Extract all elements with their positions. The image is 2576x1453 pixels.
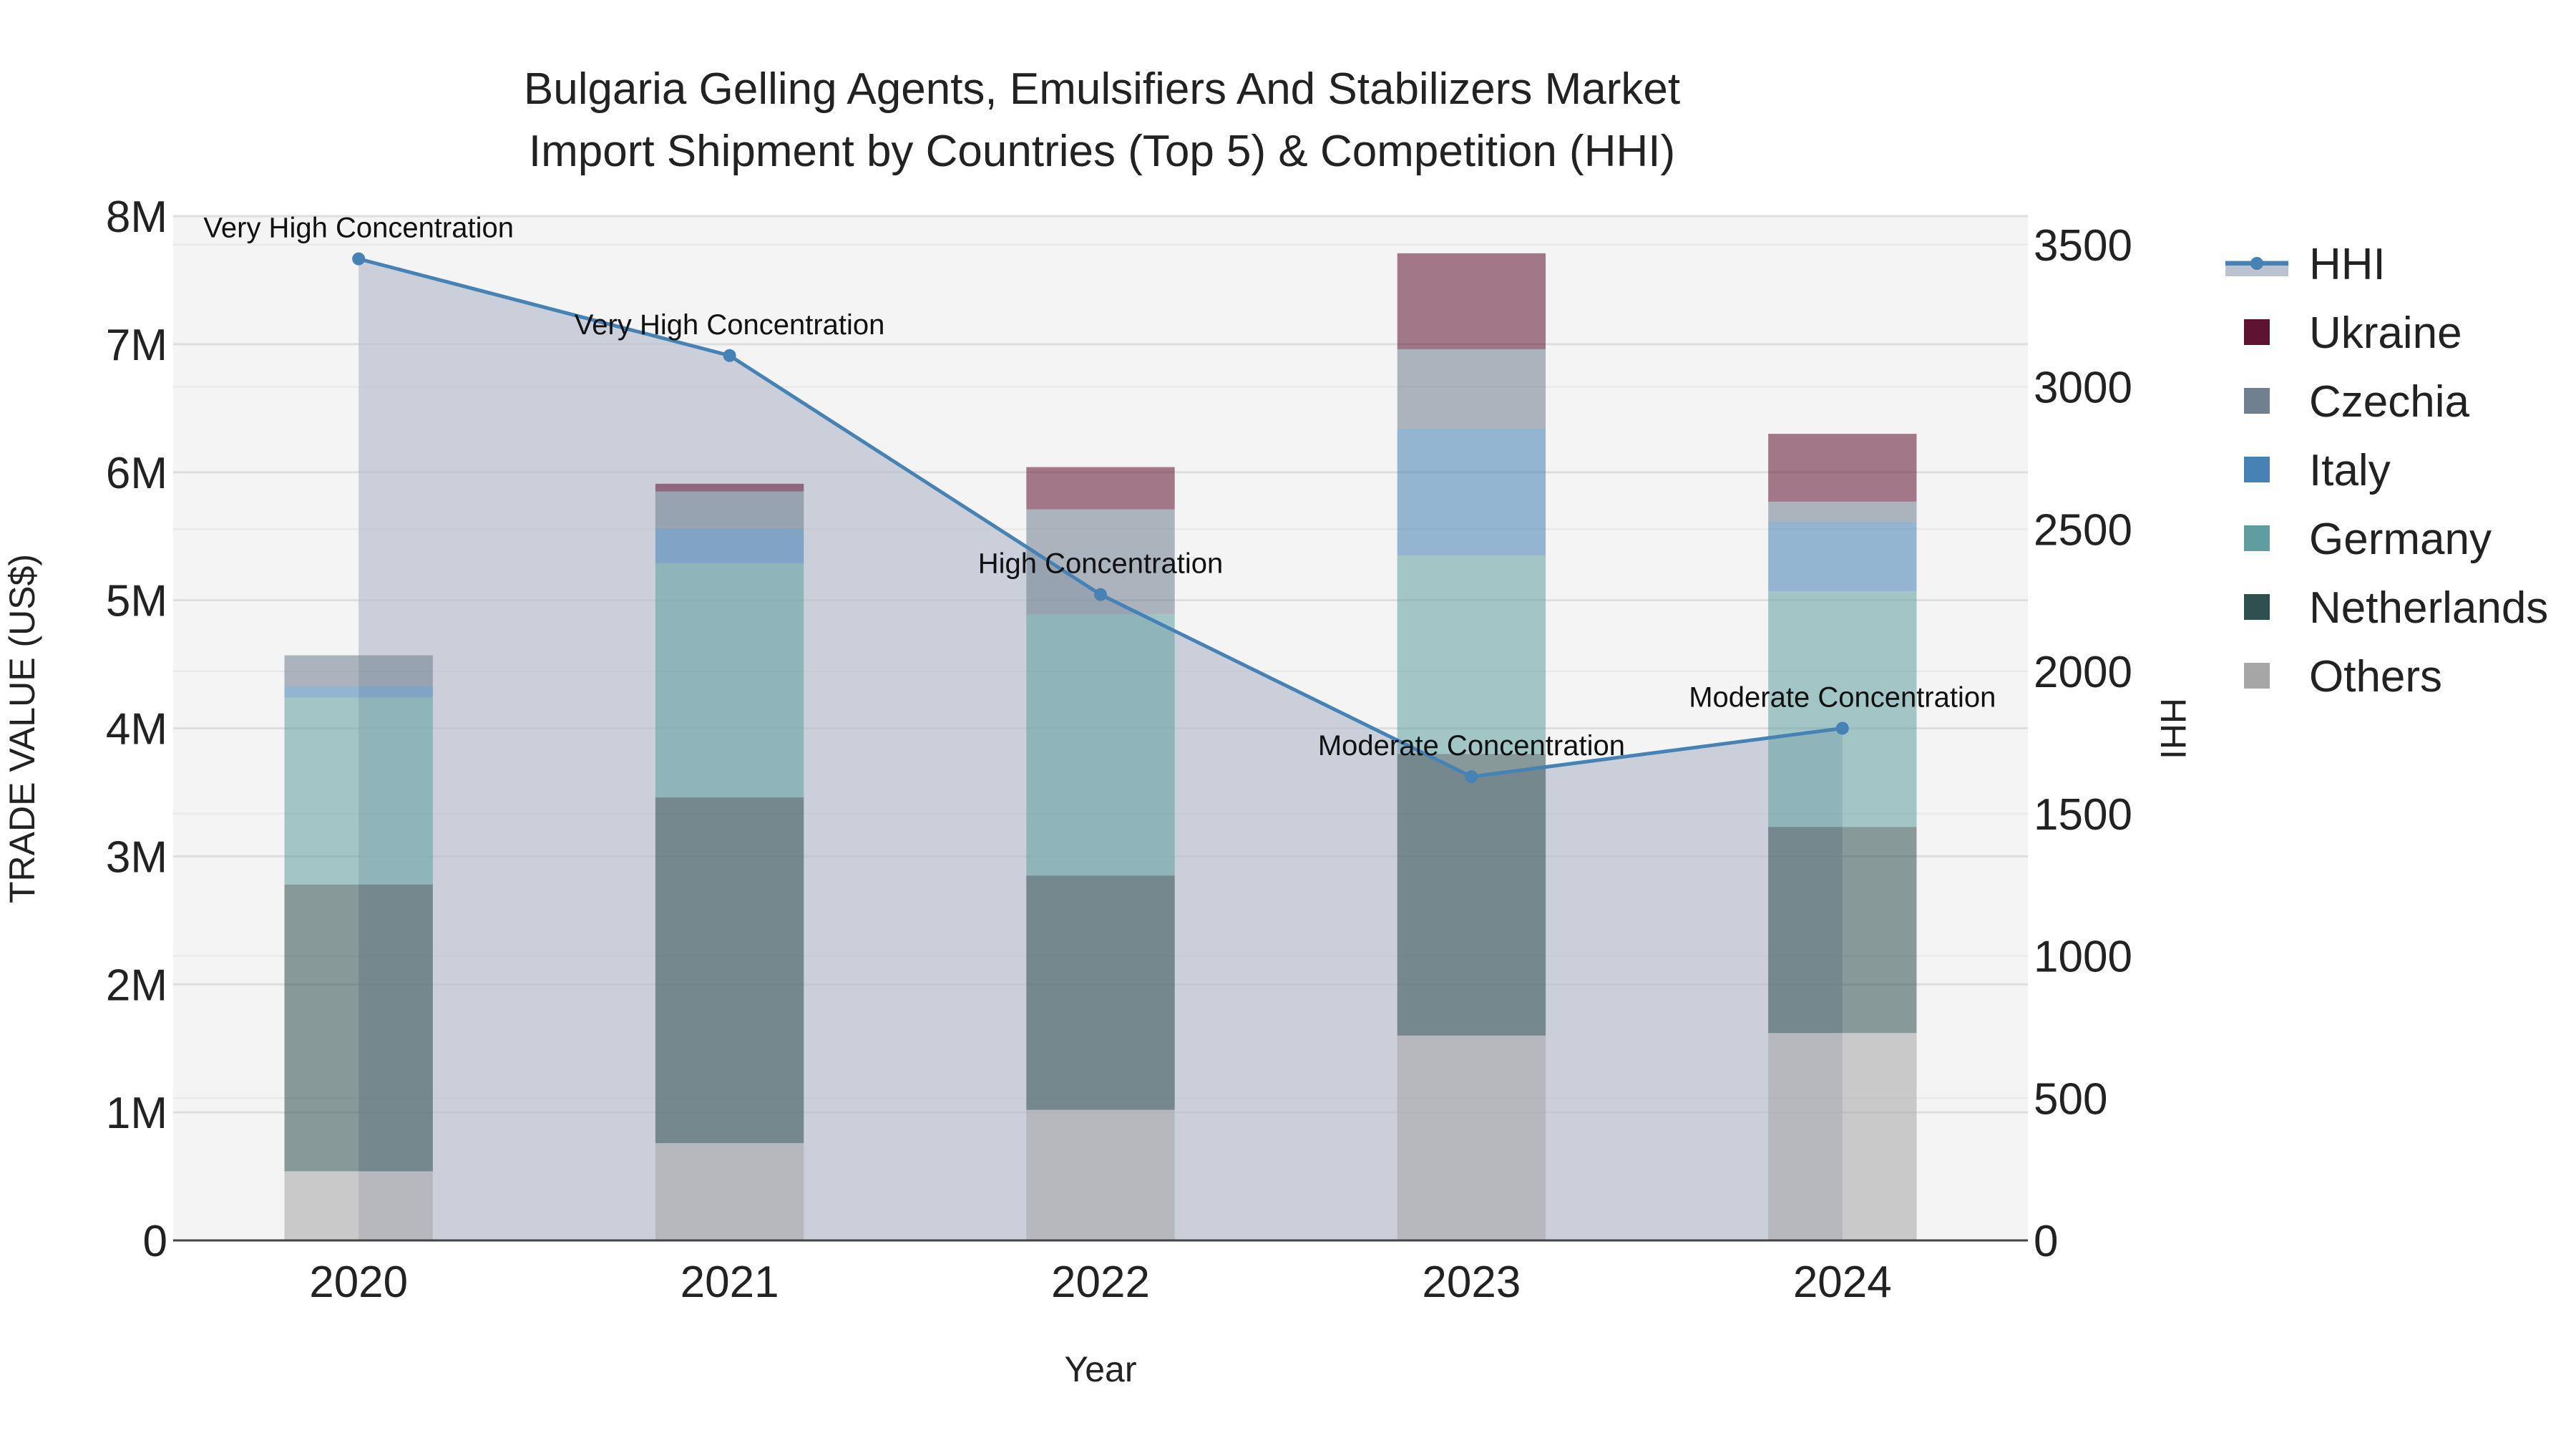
hhi-annotation: Moderate Concentration bbox=[1689, 682, 1996, 714]
y-tick-label: 3M bbox=[106, 832, 167, 882]
legend-item-ukraine: Ukraine bbox=[2244, 308, 2462, 358]
y2-axis-label: HHI bbox=[2153, 698, 2193, 759]
bar-italy bbox=[284, 686, 433, 698]
bar-others bbox=[655, 1143, 804, 1240]
bar-germany bbox=[284, 697, 433, 885]
legend-hhi-swatch-marker bbox=[2250, 257, 2263, 270]
x-axis-label: Year bbox=[1064, 1349, 1136, 1389]
hhi-annotation: High Concentration bbox=[978, 548, 1223, 580]
y2-tick-label: 3000 bbox=[2034, 364, 2132, 413]
bar-czechia bbox=[655, 491, 804, 529]
y2-tick-label: 0 bbox=[2034, 1217, 2058, 1266]
x-tick-label: 2022 bbox=[1051, 1258, 1150, 1307]
bar-netherlands bbox=[655, 797, 804, 1144]
bar-netherlands bbox=[1768, 827, 1917, 1034]
y-axis-ticks: 0 1M 2M 3M 4M 5M 6M 7M 8M bbox=[106, 193, 167, 1266]
y2-tick-label: 1000 bbox=[2034, 933, 2132, 982]
legend-item-others: Others bbox=[2244, 652, 2442, 701]
legend-label: Netherlands bbox=[2309, 583, 2548, 633]
bar-italy bbox=[1397, 428, 1546, 556]
bar-italy bbox=[1768, 522, 1917, 592]
hhi-line-layer bbox=[352, 252, 1849, 784]
x-tick-label: 2024 bbox=[1793, 1258, 1892, 1307]
bar-ukraine bbox=[1026, 467, 1175, 510]
legend-swatch bbox=[2244, 319, 2270, 345]
bar-ukraine bbox=[1397, 253, 1546, 350]
bar-czechia bbox=[1768, 501, 1917, 523]
bar-ukraine bbox=[655, 483, 804, 492]
y2-tick-label: 2500 bbox=[2034, 505, 2132, 555]
y-tick-label: 0 bbox=[143, 1217, 167, 1266]
legend-item-italy: Italy bbox=[2244, 446, 2391, 495]
bar-germany bbox=[1026, 614, 1175, 876]
bar-germany bbox=[1768, 591, 1917, 827]
y2-tick-label: 3500 bbox=[2034, 221, 2132, 271]
bars-layer bbox=[284, 253, 1917, 1240]
legend: HHI Ukraine Czechia Italy Germany Netherlands… bbox=[2225, 240, 2548, 701]
y-tick-label: 6M bbox=[106, 449, 167, 498]
y2-tick-label: 500 bbox=[2034, 1074, 2107, 1124]
legend-swatch bbox=[2244, 594, 2270, 620]
legend-label: Germany bbox=[2309, 515, 2492, 564]
bar-ukraine bbox=[1768, 434, 1917, 502]
hhi-point bbox=[1835, 721, 1849, 735]
bar-netherlands bbox=[1397, 754, 1546, 1036]
x-tick-label: 2020 bbox=[309, 1258, 408, 1307]
bar-netherlands bbox=[284, 884, 433, 1172]
chart-title-line1: Bulgaria Gelling Agents, Emulsifiers And… bbox=[524, 64, 1680, 114]
y-tick-label: 8M bbox=[106, 193, 167, 242]
legend-item-germany: Germany bbox=[2244, 515, 2492, 564]
y2-axis-ticks: 0 500 1000 1500 2000 2500 3000 3500 bbox=[2034, 221, 2132, 1266]
legend-label: Italy bbox=[2309, 446, 2391, 495]
y-tick-label: 2M bbox=[106, 961, 167, 1010]
chart-title-line2: Import Shipment by Countries (Top 5) & C… bbox=[529, 127, 1675, 176]
legend-swatch bbox=[2244, 388, 2270, 414]
legend-item-hhi: HHI bbox=[2225, 240, 2386, 289]
hhi-point bbox=[352, 252, 366, 266]
annotations-layer: Very High Concentration Very High Concent… bbox=[203, 213, 1996, 762]
legend-label: Czechia bbox=[2309, 377, 2470, 427]
y2-tick-label: 2000 bbox=[2034, 648, 2132, 697]
legend-item-czechia: Czechia bbox=[2244, 377, 2470, 427]
legend-swatch bbox=[2244, 457, 2270, 482]
legend-label: HHI bbox=[2309, 240, 2386, 289]
bar-germany bbox=[1397, 555, 1546, 754]
legend-label: Others bbox=[2309, 652, 2442, 701]
legend-label: Ukraine bbox=[2309, 308, 2462, 358]
y-tick-label: 5M bbox=[106, 577, 167, 626]
hhi-point bbox=[723, 349, 736, 362]
hhi-annotation: Very High Concentration bbox=[575, 309, 885, 341]
bar-others bbox=[284, 1171, 433, 1240]
hhi-annotation: Moderate Concentration bbox=[1318, 730, 1625, 762]
bar-others bbox=[1768, 1033, 1917, 1240]
x-axis-ticks: 2020 2021 2022 2023 2024 bbox=[309, 1258, 1892, 1307]
bar-czechia bbox=[1397, 349, 1546, 429]
bar-italy bbox=[655, 528, 804, 563]
legend-item-netherlands: Netherlands bbox=[2244, 583, 2548, 633]
bar-czechia bbox=[284, 655, 433, 686]
y-tick-label: 7M bbox=[106, 321, 167, 370]
y-axis-label: TRADE VALUE (US$) bbox=[2, 554, 42, 903]
y-tick-label: 4M bbox=[106, 705, 167, 754]
bar-netherlands bbox=[1026, 875, 1175, 1110]
hhi-point bbox=[1465, 770, 1478, 784]
bar-others bbox=[1026, 1109, 1175, 1240]
y-tick-label: 1M bbox=[106, 1089, 167, 1138]
bar-others bbox=[1397, 1035, 1546, 1240]
hhi-annotation: Very High Concentration bbox=[203, 213, 514, 244]
bar-germany bbox=[655, 563, 804, 798]
x-tick-label: 2021 bbox=[680, 1258, 779, 1307]
y2-tick-label: 1500 bbox=[2034, 790, 2132, 840]
legend-swatch bbox=[2244, 525, 2270, 551]
legend-swatch bbox=[2244, 663, 2270, 689]
hhi-point bbox=[1094, 588, 1107, 601]
x-tick-label: 2023 bbox=[1422, 1258, 1521, 1307]
